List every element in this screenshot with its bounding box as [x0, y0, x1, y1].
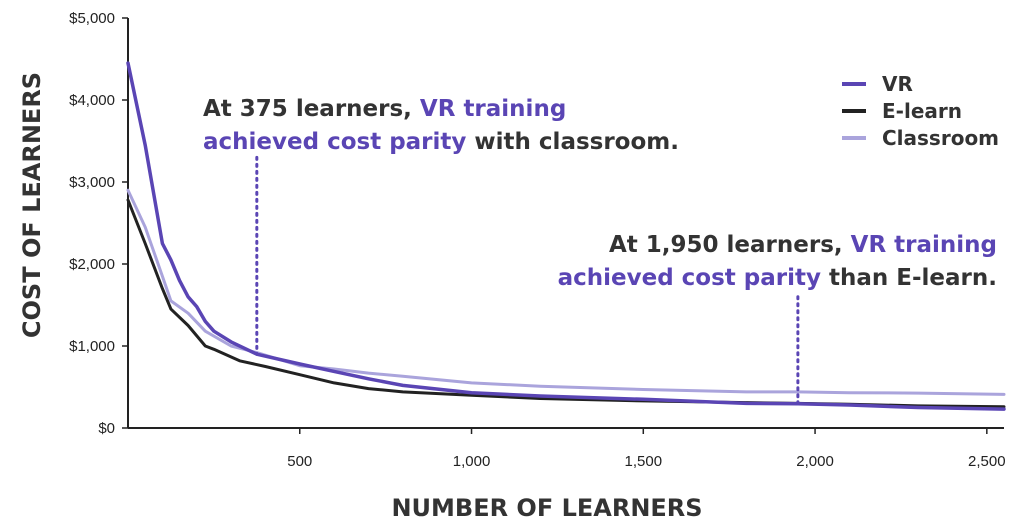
x-tick-label: 2,500 — [968, 453, 1006, 470]
y-tick-label: $2,000 — [69, 256, 115, 273]
y-tick-label: $3,000 — [69, 174, 115, 191]
legend: VR E-learn Classroom — [842, 72, 999, 150]
annotation-text: achieved cost parity than E-learn. — [558, 265, 997, 291]
y-tick-label: $4,000 — [69, 92, 115, 109]
annotation-highlight: achieved cost parity — [558, 265, 821, 291]
legend-label: E-learn — [882, 99, 962, 123]
series-layer — [126, 61, 1006, 411]
x-tick-label: 500 — [287, 453, 312, 470]
annotation-plain: than E-learn. — [821, 265, 997, 291]
legend-label: Classroom — [882, 126, 999, 150]
annotation-plain: At 375 learners, — [203, 96, 420, 122]
annotation-highlight: achieved cost parity — [203, 129, 466, 155]
series-line-e-learn — [126, 198, 1006, 409]
x-axis-title: NUMBER OF LEARNERS — [391, 494, 702, 522]
annotation-layer: At 375 learners, VR training achieved cos… — [203, 96, 997, 405]
y-axis-title: COST OF LEARNERS — [18, 72, 46, 338]
annotation-plain: At 1,950 learners, — [609, 232, 851, 258]
annotation-highlight: VR training — [420, 96, 566, 122]
x-tick-label: 1,500 — [625, 453, 663, 470]
y-tick-label: $1,000 — [69, 338, 115, 355]
x-tick-label: 1,000 — [453, 453, 491, 470]
annotation-highlight: VR training — [851, 232, 997, 258]
axes — [127, 18, 1004, 429]
y-tick-label: $5,000 — [69, 10, 115, 27]
series-line-vr — [126, 61, 1006, 411]
y-axis-ticks: $0 $1,000 $2,000 $3,000 $4,000 $5,000 — [69, 10, 128, 437]
series-line-classroom — [126, 188, 1006, 396]
annotation-text: At 375 learners, VR training — [203, 96, 566, 122]
legend-label: VR — [882, 72, 913, 96]
annotation-plain: with classroom. — [466, 129, 679, 155]
x-axis-ticks: 500 1,000 1,500 2,000 2,500 — [287, 428, 1006, 470]
annotation-text: At 1,950 learners, VR training — [609, 232, 997, 258]
x-tick-label: 2,000 — [796, 453, 834, 470]
y-tick-label: $0 — [98, 420, 115, 437]
annotation-text: achieved cost parity with classroom. — [203, 129, 679, 155]
